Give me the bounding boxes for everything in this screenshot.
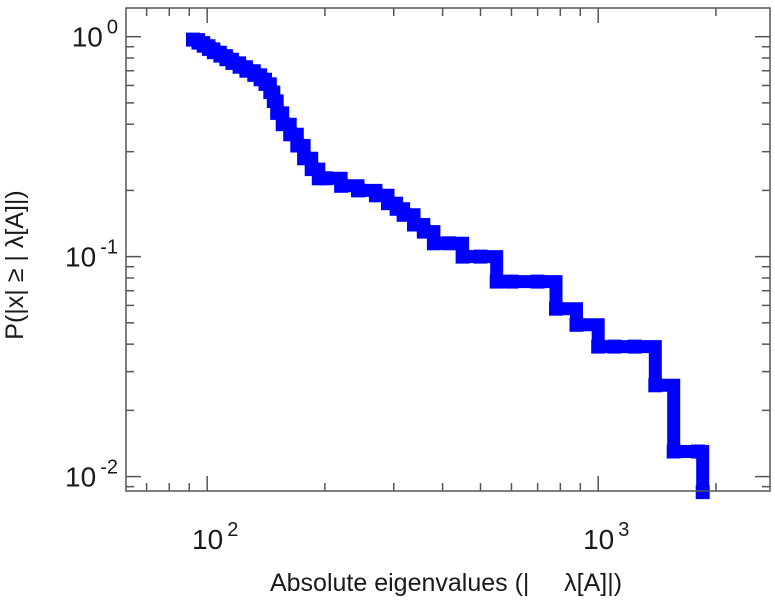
data-point	[691, 444, 705, 459]
data-point	[334, 178, 349, 193]
series-layer	[186, 32, 710, 500]
x-tick-label: 10 3	[583, 519, 629, 555]
data-point	[666, 444, 681, 459]
data-point	[368, 188, 383, 203]
y-tick-label: 10 -1	[65, 237, 118, 273]
ticks-layer	[126, 8, 770, 491]
labels-layer: 10 2 10 3 10 0 10 -1 10 -2	[65, 17, 629, 555]
data-point	[504, 274, 519, 289]
data-point	[283, 127, 298, 142]
data-point	[569, 317, 584, 332]
data-point	[441, 236, 456, 251]
y-axis-label: P(|x| ≥ | λ[A]|)	[1, 190, 29, 339]
data-point	[426, 236, 441, 251]
y-tick-label: 10 -2	[65, 457, 118, 493]
y-tick-label: 10 0	[72, 17, 118, 53]
data-point	[455, 249, 470, 264]
x-axis-label: Absolute eigenvalues (| λ[A]|)	[270, 569, 622, 597]
data-point	[270, 105, 285, 120]
plot-frame	[125, 7, 771, 492]
data-point	[318, 171, 333, 186]
data-point	[290, 138, 305, 153]
data-point	[530, 274, 545, 289]
data-point	[549, 301, 563, 316]
data-point	[648, 378, 663, 393]
data-point	[695, 485, 710, 500]
x-tick-label: 10 2	[192, 519, 238, 555]
data-point	[351, 183, 365, 198]
data-point	[607, 339, 622, 354]
data-point	[627, 339, 642, 354]
data-point	[266, 94, 281, 108]
data-point	[297, 151, 312, 166]
data-point	[473, 249, 488, 264]
data-point	[416, 224, 431, 239]
data-point	[591, 339, 606, 354]
data-point	[489, 274, 504, 289]
